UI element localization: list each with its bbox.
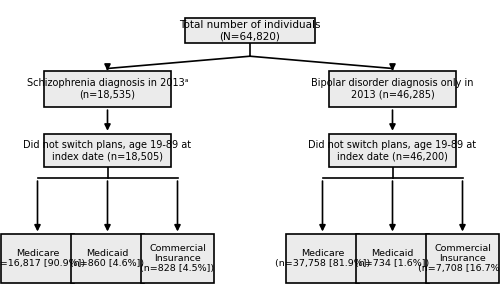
FancyBboxPatch shape <box>426 234 499 283</box>
FancyBboxPatch shape <box>44 134 171 167</box>
FancyBboxPatch shape <box>286 234 359 283</box>
FancyBboxPatch shape <box>356 234 429 283</box>
Text: Bipolar disorder diagnosis only in
2013 (n=46,285): Bipolar disorder diagnosis only in 2013 … <box>311 78 474 100</box>
Text: Medicare
(n=37,758 [81.9%]): Medicare (n=37,758 [81.9%]) <box>275 249 370 268</box>
FancyBboxPatch shape <box>329 71 456 107</box>
FancyBboxPatch shape <box>185 18 315 43</box>
Text: Did not switch plans, age 19-89 at
index date (n=46,200): Did not switch plans, age 19-89 at index… <box>308 140 476 161</box>
FancyBboxPatch shape <box>2 234 74 283</box>
FancyBboxPatch shape <box>72 234 144 283</box>
Text: Schizophrenia diagnosis in 2013ᵃ
(n=18,535): Schizophrenia diagnosis in 2013ᵃ (n=18,5… <box>27 78 188 100</box>
Text: Commercial
Insurance
(n=7,708 [16.7%]): Commercial Insurance (n=7,708 [16.7%]) <box>418 244 500 273</box>
FancyBboxPatch shape <box>329 134 456 167</box>
Text: Medicaid
(n=734 [1.6%]): Medicaid (n=734 [1.6%]) <box>356 249 430 268</box>
Text: Did not switch plans, age 19-89 at
index date (n=18,505): Did not switch plans, age 19-89 at index… <box>24 140 192 161</box>
Text: Commercial
Insurance
(n=828 [4.5%]): Commercial Insurance (n=828 [4.5%]) <box>140 244 214 273</box>
FancyBboxPatch shape <box>44 71 171 107</box>
Text: Medicare
(n=16,817 [90.9%]): Medicare (n=16,817 [90.9%]) <box>0 249 85 268</box>
Text: Total number of individuals
(N=64,820): Total number of individuals (N=64,820) <box>179 20 321 41</box>
Text: Medicaid
(n=860 [4.6%]): Medicaid (n=860 [4.6%]) <box>70 249 144 268</box>
FancyBboxPatch shape <box>142 234 214 283</box>
